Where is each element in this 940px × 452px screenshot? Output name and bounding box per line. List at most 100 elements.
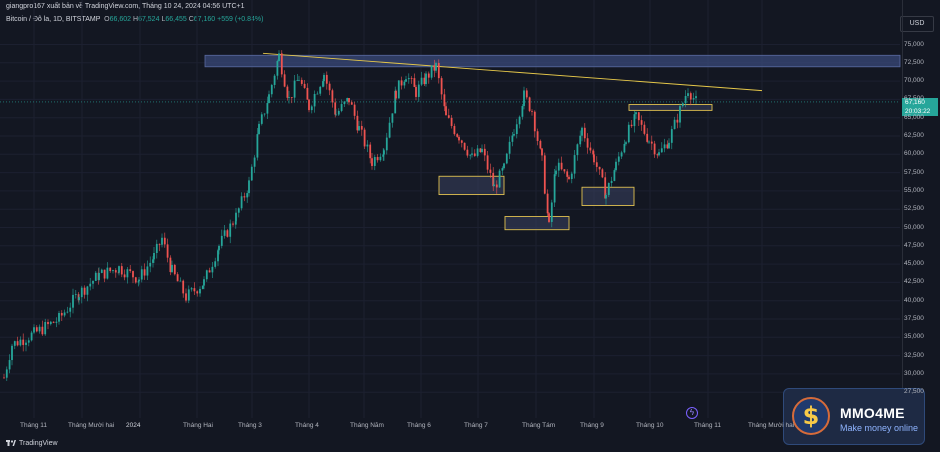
lightning-icon[interactable]: ϟ [686,407,698,419]
candle-body [403,81,406,86]
bar-countdown: 20:03:22 [905,108,931,115]
candle-body [653,143,656,155]
candle-body [319,86,322,94]
candle-body [35,327,38,332]
candle-body [481,148,483,153]
candle-body [650,141,653,144]
candle-body [340,104,343,111]
candle-body [280,53,283,75]
candle-body [543,155,546,194]
candle-body [323,74,325,82]
candle-body [515,124,518,135]
demand-zone [504,216,570,231]
candle-body [598,166,601,170]
candle-body [60,313,63,316]
candle-body [555,170,557,175]
price-tick-label: 32,500 [904,351,924,359]
trendline [262,52,763,92]
candle-body [363,129,366,147]
dollar-coin-icon: $ [792,397,830,435]
demand-zone [438,175,505,196]
tradingview-logo-icon [6,440,16,446]
candle-body [413,78,416,87]
candle-body [235,212,237,222]
candle-body [492,172,495,187]
candle-body [385,137,388,151]
candle-body [343,101,346,105]
candle-body [328,83,331,91]
candle-body [322,81,324,87]
candle-body [253,157,256,167]
candle-body [190,288,193,290]
candle-body [405,79,407,82]
candle-body [630,124,633,127]
price-tick-label: 55,000 [904,186,924,194]
candle-body [350,102,353,105]
time-tick-label: Tháng 7 [464,422,488,429]
candle-body [373,157,376,166]
candle-body [109,267,112,272]
candle-body [633,114,636,127]
candle-body [44,322,47,335]
candle-body [456,134,459,137]
candle-body [427,73,430,78]
candle-body [30,332,33,341]
publish-info: giangpro167 xuất bản về TradingView.com,… [6,3,245,10]
candle-body [610,180,613,183]
candle-body [176,274,179,282]
candle-body [240,196,243,209]
candle-body [11,345,13,361]
candle-body [397,80,400,99]
candle-body [208,270,211,273]
candle-body [3,377,5,379]
tradingview-branding[interactable]: TradingView [6,439,58,447]
candle-body [508,141,511,154]
candle-body [617,156,620,162]
candle-body [423,77,426,85]
candle-body [49,321,52,325]
candle-body [92,280,94,284]
candle-body [476,148,479,156]
candle-body [146,266,149,276]
candle-body [501,168,504,171]
candle-body [627,124,630,143]
candle-body [440,78,443,95]
candle-body [337,110,340,115]
candle-body [358,126,360,131]
candle-body [348,98,350,103]
close-value: 67,160 [193,16,216,23]
candle-body [568,176,570,180]
candle-body [463,142,466,150]
candle-body [220,235,223,246]
candle-body [303,83,306,88]
candle-body [290,97,293,98]
time-tick-label: Tháng 4 [295,422,319,429]
candle-body [308,99,310,111]
candle-body [525,90,528,98]
time-tick-label: Tháng 6 [407,422,431,429]
candle-body [69,307,72,312]
candle-body [513,134,515,136]
candle-body [687,93,689,96]
price-axis[interactable] [902,0,940,432]
candle-body [586,138,589,148]
high-label: H [133,16,139,23]
symbol-label[interactable]: Bitcoin / Đô la, 1D, BITSTAMP [6,16,101,23]
currency-selector[interactable]: USD [900,16,934,32]
candle-body [270,84,273,95]
open-value: 66,602 [109,16,132,23]
price-tick-label: 67,500 [904,95,924,103]
candle-body [592,150,595,155]
price-tick-label: 40,000 [904,296,924,304]
candle-body [663,144,666,149]
time-tick-label: Tháng Mười hai [748,422,795,429]
candle-body [166,244,169,258]
candle-body [648,141,650,143]
candle-body [560,162,563,170]
candle-body [620,152,623,157]
candle-body [417,84,420,97]
candle-body [498,170,501,188]
candle-body [47,322,49,325]
last-price-value: 67,160 [905,99,925,106]
